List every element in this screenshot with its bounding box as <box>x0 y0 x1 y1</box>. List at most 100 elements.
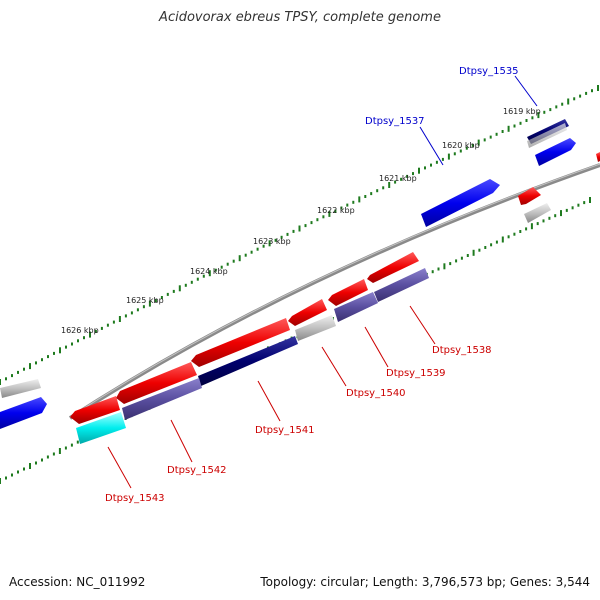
minor-tick <box>573 97 576 101</box>
minor-tick <box>124 314 127 318</box>
minor-tick <box>531 116 534 120</box>
minor-tick <box>17 370 19 374</box>
minor-tick <box>579 94 582 98</box>
minor-tick <box>394 180 397 184</box>
major-tick <box>328 210 331 217</box>
minor-tick <box>304 224 307 228</box>
minor-tick <box>226 262 229 266</box>
minor-tick <box>431 270 434 274</box>
major-tick <box>388 182 391 188</box>
minor-tick <box>5 377 7 381</box>
major-tick <box>507 125 510 132</box>
minor-tick <box>471 143 474 147</box>
minor-tick <box>435 160 438 164</box>
minor-tick <box>46 455 49 459</box>
minor-tick <box>94 330 97 333</box>
minor-tick <box>64 446 67 450</box>
minor-tick <box>565 208 568 212</box>
minor-tick <box>35 361 37 365</box>
scale-labels: 1619 kbp 1620 kbp 1621 kbp 1622 kbp 1623… <box>61 107 541 335</box>
minor-tick <box>23 367 25 371</box>
minor-tick <box>214 268 217 272</box>
gene-labels: Dtpsy_1535 Dtpsy_1537 Dtpsy_1538 Dtpsy_1… <box>105 66 519 504</box>
gene-dtpsy-1542-red <box>116 362 197 404</box>
minor-tick <box>142 305 145 309</box>
minor-tick <box>11 473 13 477</box>
minor-tick <box>483 138 486 142</box>
minor-tick <box>292 229 295 233</box>
minor-tick <box>280 235 283 239</box>
minor-tick <box>310 221 313 225</box>
minor-tick <box>35 461 37 465</box>
minor-tick <box>322 215 325 219</box>
gene-dtpsy-1541 <box>198 336 298 386</box>
major-tick <box>537 112 540 119</box>
minor-tick <box>465 146 468 150</box>
minor-tick <box>172 289 175 293</box>
minor-tick <box>525 227 528 231</box>
minor-tick <box>47 355 49 359</box>
minor-tick <box>549 108 552 112</box>
minor-tick <box>202 274 205 278</box>
minor-tick <box>400 177 403 181</box>
major-tick <box>597 85 599 91</box>
accession-text: Accession: NC_011992 <box>9 575 146 589</box>
scale-label: 1622 kbp <box>317 206 355 215</box>
major-tick <box>589 197 591 203</box>
major-tick <box>530 223 533 230</box>
minor-tick <box>53 351 55 355</box>
minor-tick <box>340 206 343 210</box>
gene-dtpsy-1536 <box>535 138 576 166</box>
minor-tick <box>65 345 67 349</box>
minor-tick <box>495 240 498 244</box>
minor-tick <box>112 320 115 324</box>
gene-label: Dtpsy_1543 <box>105 493 165 504</box>
minor-tick <box>160 296 163 299</box>
minor-tick <box>11 374 13 378</box>
major-tick <box>447 153 450 160</box>
major-tick <box>148 300 151 307</box>
major-tick <box>238 255 241 262</box>
gene-dtpsy-1537 <box>421 179 500 227</box>
major-tick <box>59 347 61 354</box>
gene-small-gray <box>524 203 551 223</box>
scale-label: 1621 kbp <box>379 174 417 183</box>
minor-tick <box>466 254 469 257</box>
minor-tick <box>519 121 522 125</box>
minor-tick <box>23 467 25 471</box>
minor-tick <box>70 443 73 447</box>
major-tick <box>443 263 446 270</box>
minor-tick <box>17 470 19 474</box>
map-title: Acidovorax ebreus TPSY, complete genome <box>159 10 441 25</box>
minor-tick <box>561 102 564 106</box>
minor-tick <box>244 253 247 257</box>
minor-tick <box>250 250 253 254</box>
minor-tick <box>424 166 426 170</box>
minor-tick <box>585 91 588 95</box>
gene-label: Dtpsy_1538 <box>432 345 492 356</box>
minor-tick <box>376 189 379 193</box>
gene-label: Dtpsy_1539 <box>386 368 446 379</box>
minor-tick <box>577 203 580 207</box>
minor-tick <box>484 246 487 249</box>
major-tick <box>29 463 31 469</box>
minor-tick <box>5 476 7 480</box>
gene-dtpsy-1539 <box>334 292 378 322</box>
forward-genes <box>0 119 600 429</box>
major-tick <box>89 331 91 338</box>
minor-tick <box>441 157 444 161</box>
gene-dtpsy-1540 <box>295 315 336 341</box>
scale-label: 1619 kbp <box>503 107 541 116</box>
gene-dtpsy-1538 <box>374 268 429 302</box>
gene-dtpsy-1542 <box>122 378 202 420</box>
minor-tick <box>256 247 259 251</box>
minor-tick <box>100 326 103 330</box>
gene-label: Dtpsy_1537 <box>365 116 425 127</box>
minor-tick <box>554 214 557 218</box>
minor-tick <box>77 339 79 343</box>
minor-tick <box>490 243 493 247</box>
minor-tick <box>262 244 265 248</box>
minor-tick <box>489 135 492 139</box>
scale-label: 1623 kbp <box>253 237 291 246</box>
minor-tick <box>184 283 187 287</box>
